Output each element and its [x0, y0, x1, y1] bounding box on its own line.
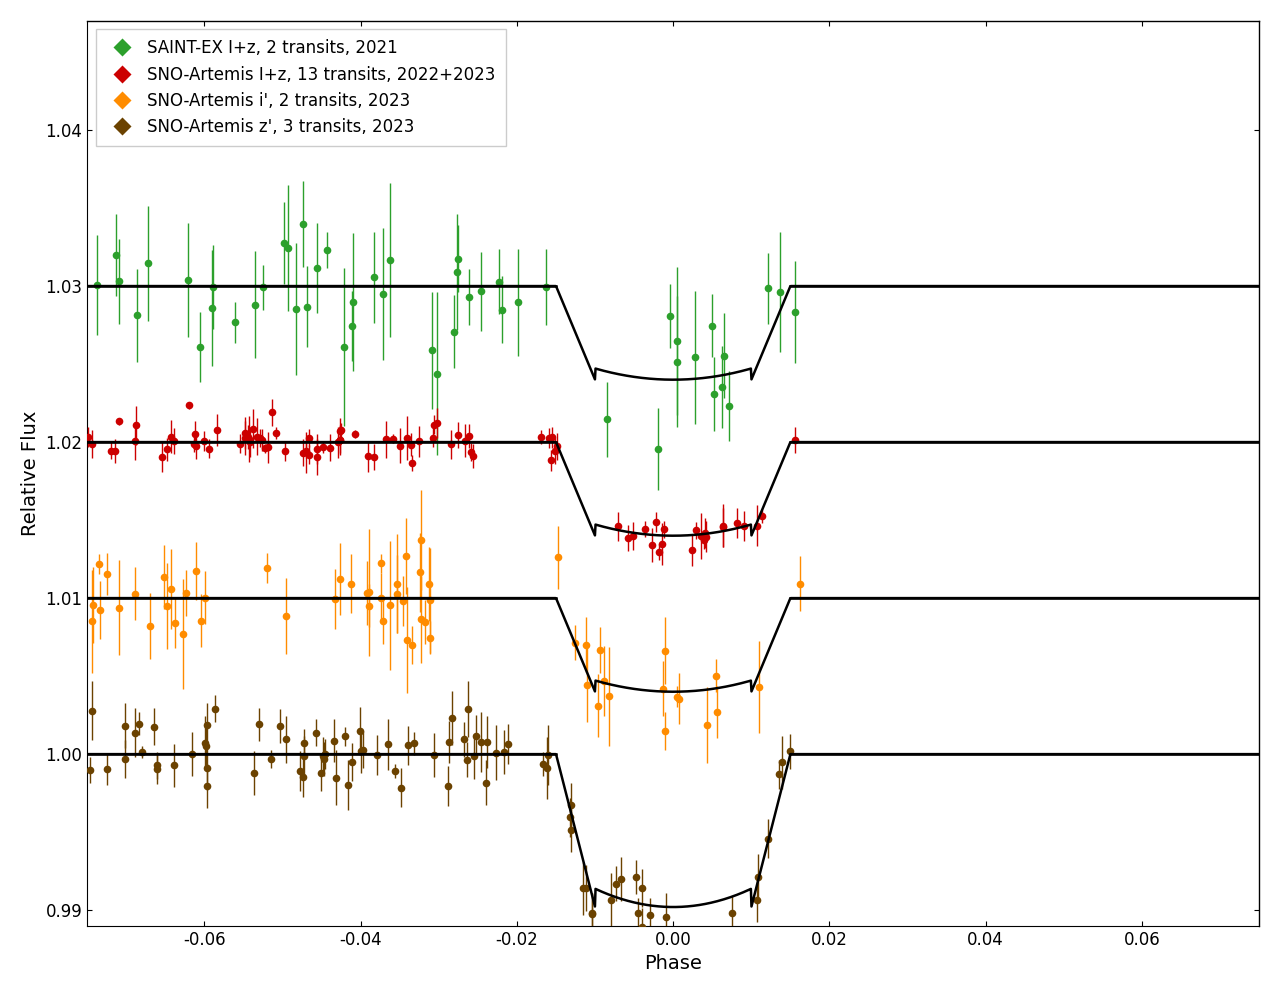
- Legend: SAINT-EX I+z, 2 transits, 2021, SNO-Artemis I+z, 13 transits, 2022+2023, SNO-Art: SAINT-EX I+z, 2 transits, 2021, SNO-Arte…: [96, 29, 506, 146]
- Y-axis label: Relative Flux: Relative Flux: [20, 411, 40, 536]
- X-axis label: Phase: Phase: [644, 954, 703, 973]
